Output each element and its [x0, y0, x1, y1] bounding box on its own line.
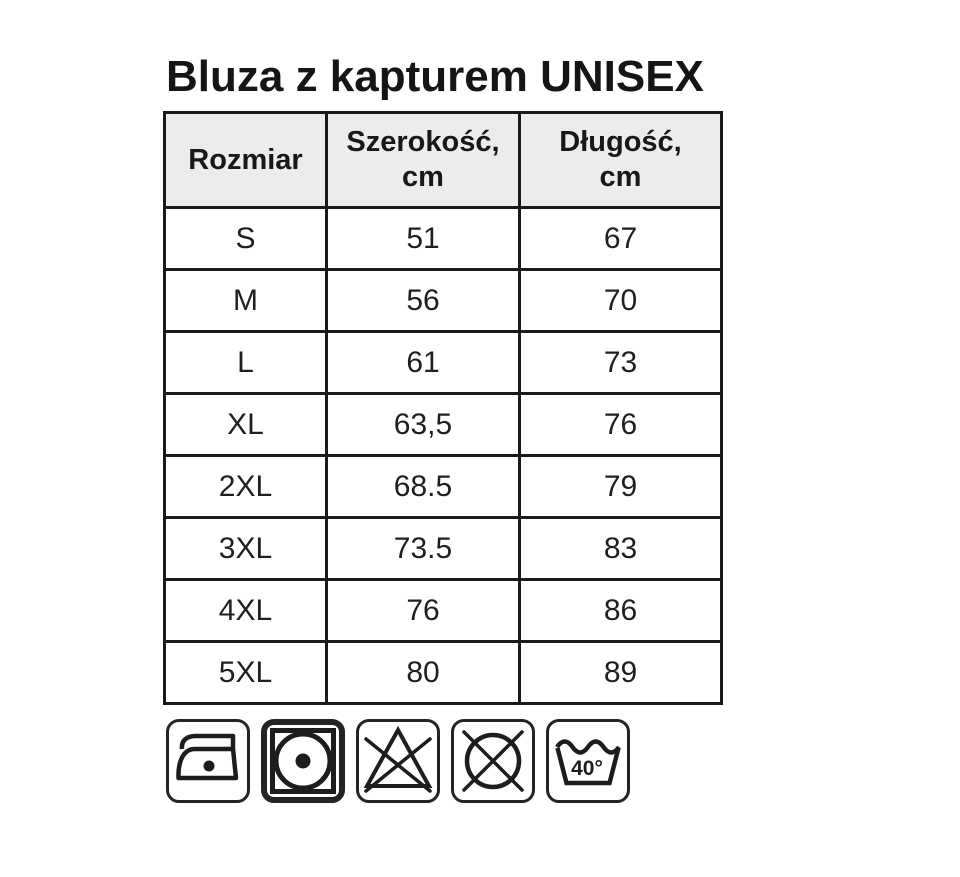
cell-width-cm: 61	[325, 330, 521, 395]
table-row: 5XL 80 89	[163, 640, 723, 705]
header-length-label: Długość,	[559, 126, 682, 158]
table-row: M 56 70	[163, 268, 723, 333]
do-not-bleach-icon	[356, 719, 440, 803]
column-header-size: Rozmiar	[163, 111, 328, 209]
column-header-length: Długość, cm	[518, 111, 723, 209]
column-header-width: Szerokość, cm	[325, 111, 521, 209]
cell-width-cm: 68.5	[325, 454, 521, 519]
cell-size: S	[163, 206, 328, 271]
cell-length-cm: 73	[518, 330, 723, 395]
cell-size: 5XL	[163, 640, 328, 705]
cell-size: XL	[163, 392, 328, 457]
cell-size: L	[163, 330, 328, 395]
machine-wash-40-icon: 40°	[546, 719, 630, 803]
cell-width-cm: 63,5	[325, 392, 521, 457]
cell-width-cm: 76	[325, 578, 521, 643]
cell-length-cm: 79	[518, 454, 723, 519]
iron-low-temp-icon	[166, 719, 250, 803]
cell-size: M	[163, 268, 328, 333]
do-not-dry-clean-icon	[451, 719, 535, 803]
header-width-unit: cm	[402, 161, 444, 193]
size-table: Rozmiar Szerokość, cm Długość, cm S 51 6…	[163, 111, 723, 705]
cell-length-cm: 70	[518, 268, 723, 333]
cell-length-cm: 67	[518, 206, 723, 271]
cell-length-cm: 86	[518, 578, 723, 643]
cell-size: 4XL	[163, 578, 328, 643]
header-width-label: Szerokość,	[346, 126, 500, 158]
care-symbols: 40°	[166, 719, 630, 803]
cell-width-cm: 80	[325, 640, 521, 705]
cell-size: 2XL	[163, 454, 328, 519]
page-title: Bluza z kapturem UNISEX	[166, 52, 704, 101]
tumble-dry-low-icon	[261, 719, 345, 803]
cell-width-cm: 51	[325, 206, 521, 271]
header-size-label: Rozmiar	[188, 143, 303, 176]
cell-width-cm: 56	[325, 268, 521, 333]
table-row: 3XL 73.5 83	[163, 516, 723, 581]
cell-length-cm: 89	[518, 640, 723, 705]
cell-length-cm: 83	[518, 516, 723, 581]
table-row: 4XL 76 86	[163, 578, 723, 643]
table-row: 2XL 68.5 79	[163, 454, 723, 519]
cell-length-cm: 76	[518, 392, 723, 457]
table-row: XL 63,5 76	[163, 392, 723, 457]
header-length-unit: cm	[599, 161, 642, 193]
cell-size: 3XL	[163, 516, 328, 581]
cell-width-cm: 73.5	[325, 516, 521, 581]
header-row: Rozmiar Szerokość, cm Długość, cm	[163, 111, 723, 209]
table-row: L 61 73	[163, 330, 723, 395]
table-row: S 51 67	[163, 206, 723, 271]
wash-temperature-label: 40°	[571, 757, 603, 780]
